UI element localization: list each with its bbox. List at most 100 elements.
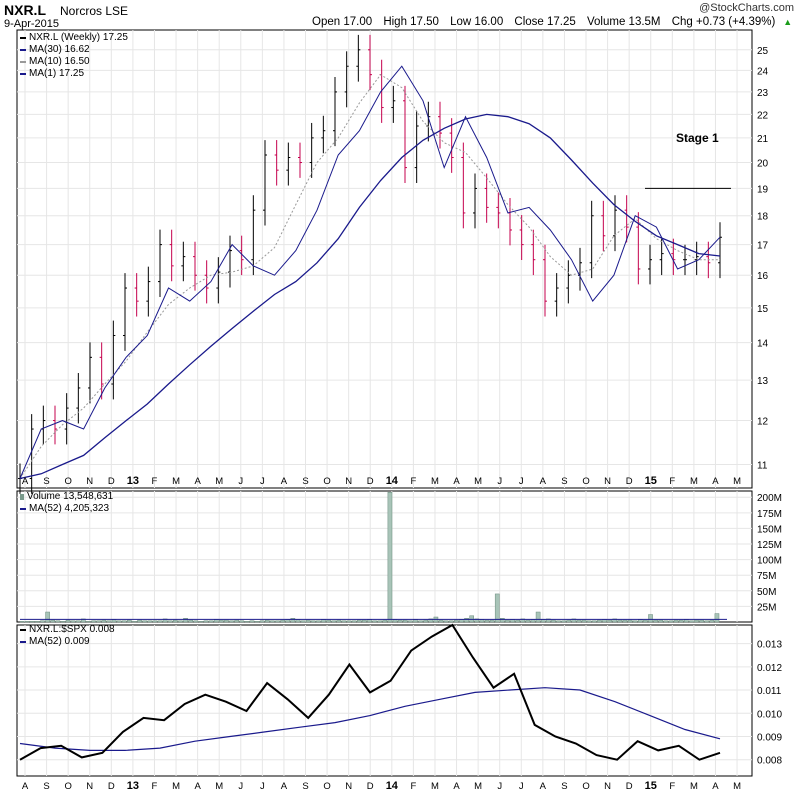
volume-bar bbox=[382, 619, 388, 623]
y-tick-label: 16 bbox=[757, 271, 769, 282]
volume-bar bbox=[305, 619, 311, 623]
x-tick-label: A bbox=[22, 476, 29, 487]
x-tick-label: J bbox=[497, 476, 502, 487]
high-value: High 17.50 bbox=[383, 16, 439, 28]
legend-ratio-ma: MA(52) 0.009 bbox=[20, 636, 115, 648]
volume-bar bbox=[377, 620, 383, 623]
volume-bar bbox=[219, 619, 224, 623]
volume-bar bbox=[275, 620, 280, 623]
x-tick-label: N bbox=[604, 781, 611, 792]
volume-bar bbox=[244, 621, 250, 623]
legend-volume: Volume 13,548,631 bbox=[20, 491, 113, 503]
volume-bar bbox=[341, 620, 347, 623]
volume-bar bbox=[581, 619, 587, 623]
x-tick-label: O bbox=[323, 781, 330, 792]
volume-bar bbox=[19, 621, 25, 623]
x-tick-label: S bbox=[43, 476, 49, 487]
volume-bar bbox=[234, 619, 239, 623]
volume-bar bbox=[561, 620, 566, 623]
ratio-line bbox=[19, 623, 721, 761]
legend-ma30: MA(30) 16.62 bbox=[20, 44, 128, 56]
volume-bar bbox=[653, 619, 658, 623]
volume-value: Volume 13.5M bbox=[587, 16, 661, 28]
x-tick-label: M bbox=[172, 476, 180, 487]
x-tick-label: J bbox=[519, 476, 524, 487]
volume-bar bbox=[663, 620, 669, 623]
volume-bar bbox=[648, 614, 653, 623]
volume-bar bbox=[310, 620, 316, 623]
x-tick-label: 13 bbox=[127, 475, 139, 487]
y-tick-label: 21 bbox=[757, 134, 769, 145]
chart-date: 9-Apr-2015 bbox=[4, 18, 60, 30]
y-tick-label: 22 bbox=[757, 110, 769, 121]
y-tick-label: 0.013 bbox=[757, 640, 782, 651]
x-tick-label: O bbox=[64, 476, 71, 487]
y-tick-label: 19 bbox=[757, 184, 769, 195]
y-tick-label: 13 bbox=[757, 376, 769, 387]
panel-frame bbox=[16, 490, 753, 623]
x-tick-label: D bbox=[367, 476, 374, 487]
volume-bar bbox=[147, 620, 153, 623]
volume-bar bbox=[464, 618, 469, 623]
x-tick-label: M bbox=[431, 476, 439, 487]
x-tick-label: M bbox=[733, 476, 741, 487]
x-tick-label: A bbox=[712, 476, 719, 487]
volume-bar bbox=[694, 619, 699, 623]
x-tick-label: A bbox=[453, 781, 460, 792]
y-tick-label: 125M bbox=[757, 540, 782, 551]
ratio-legend: NXR.L:$SPX 0.008 MA(52) 0.009 bbox=[20, 624, 115, 648]
price-legend: NXR.L (Weekly) 17.25 MA(30) 16.62 MA(10)… bbox=[20, 32, 128, 80]
x-tick-label: S bbox=[43, 781, 49, 792]
volume-bar bbox=[326, 619, 331, 623]
ticker-symbol: NXR.L bbox=[4, 2, 46, 18]
x-tick-label: F bbox=[669, 476, 675, 487]
volume-bar bbox=[193, 620, 199, 623]
x-tick-label: A bbox=[281, 476, 288, 487]
x-tick-label: M bbox=[215, 781, 223, 792]
y-tick-label: 25 bbox=[757, 46, 769, 57]
volume-bar bbox=[45, 611, 50, 623]
volume-bar bbox=[423, 619, 429, 623]
volume-bar bbox=[689, 620, 694, 623]
volume-bar bbox=[535, 611, 541, 623]
volume-bar bbox=[500, 618, 505, 623]
volume-bar bbox=[408, 620, 413, 623]
x-tick-label: N bbox=[345, 476, 352, 487]
volume-bar bbox=[157, 620, 163, 623]
x-tick-label: M bbox=[172, 781, 180, 792]
x-tick-label: 15 bbox=[645, 780, 657, 792]
volume-bar bbox=[24, 621, 30, 623]
y-tick-label: 0.012 bbox=[757, 663, 782, 674]
y-tick-label: 200M bbox=[757, 493, 782, 504]
company-name: Norcros LSE bbox=[60, 4, 129, 18]
volume-bar bbox=[50, 619, 56, 623]
volume-bar bbox=[627, 619, 633, 623]
y-tick-label: 50M bbox=[757, 587, 776, 598]
x-tick-label: M bbox=[431, 781, 439, 792]
x-tick-label: J bbox=[238, 781, 243, 792]
volume-bar bbox=[489, 619, 495, 623]
legend-price: NXR.L (Weekly) 17.25 bbox=[20, 32, 128, 44]
y-tick-label: 75M bbox=[757, 571, 776, 582]
x-tick-label: S bbox=[561, 781, 567, 792]
volume-bar bbox=[525, 619, 531, 623]
volume-bar bbox=[173, 619, 178, 623]
close-value: Close 17.25 bbox=[514, 16, 576, 28]
volume-bar bbox=[448, 620, 454, 623]
volume-panel bbox=[19, 491, 727, 623]
volume-bar bbox=[336, 619, 342, 623]
volume-bar bbox=[617, 619, 623, 623]
volume-bar bbox=[331, 620, 337, 623]
ma30-line bbox=[19, 113, 721, 480]
y-tick-label: 0.009 bbox=[757, 733, 782, 744]
ma1-line bbox=[19, 65, 721, 479]
volume-bar bbox=[86, 621, 91, 623]
volume-bar bbox=[121, 620, 127, 623]
volume-bar bbox=[351, 620, 357, 623]
volume-bar bbox=[362, 619, 367, 623]
volume-bar bbox=[254, 621, 260, 623]
volume-bar bbox=[592, 620, 597, 623]
volume-bar bbox=[566, 619, 572, 623]
volume-bar bbox=[280, 619, 285, 623]
panel-frame bbox=[16, 624, 753, 777]
